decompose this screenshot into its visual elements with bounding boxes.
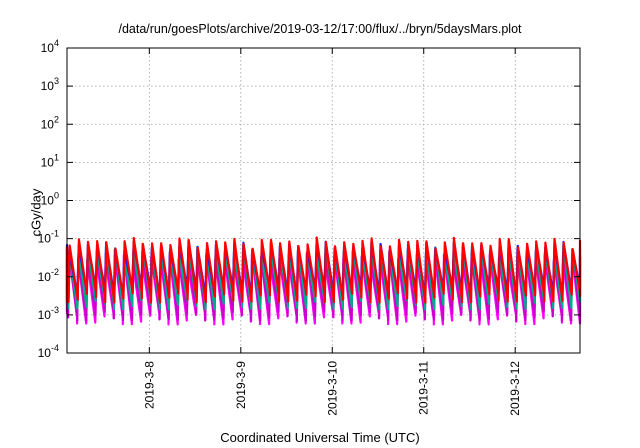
y-tick-label: 101	[41, 152, 59, 169]
x-axis-label: Coordinated Universal Time (UTC)	[220, 430, 420, 445]
axes: 10-4 10-3 10-2 10-1 100 101 102 103 104 2019-3-8 2…	[38, 38, 580, 416]
x-tick-label: 2019-3-12	[508, 361, 522, 416]
series-line	[65, 236, 582, 304]
x-tick-label: 2019-3-10	[325, 361, 339, 416]
y-tick-label: 10-4	[38, 343, 59, 360]
x-tick-label: 2019-3-9	[234, 361, 248, 409]
y-axis-label: cGy/day	[28, 188, 44, 237]
x-tick-label: 2019-3-8	[142, 361, 156, 409]
y-tick-label: 10-3	[38, 305, 59, 322]
series-line	[65, 248, 582, 322]
y-tick-label: 10-1	[38, 229, 59, 246]
y-tick-label: 104	[41, 38, 59, 55]
y-tick-label: 102	[41, 114, 59, 131]
y-tick-label: 10-2	[38, 267, 59, 284]
x-tick-label: 2019-3-11	[417, 361, 431, 415]
y-tick-label: 100	[41, 191, 59, 208]
series-group	[65, 236, 582, 326]
chart-title: /data/run/goesPlots/archive/2019-03-12/1…	[118, 22, 522, 36]
y-tick-label: 103	[41, 76, 59, 93]
